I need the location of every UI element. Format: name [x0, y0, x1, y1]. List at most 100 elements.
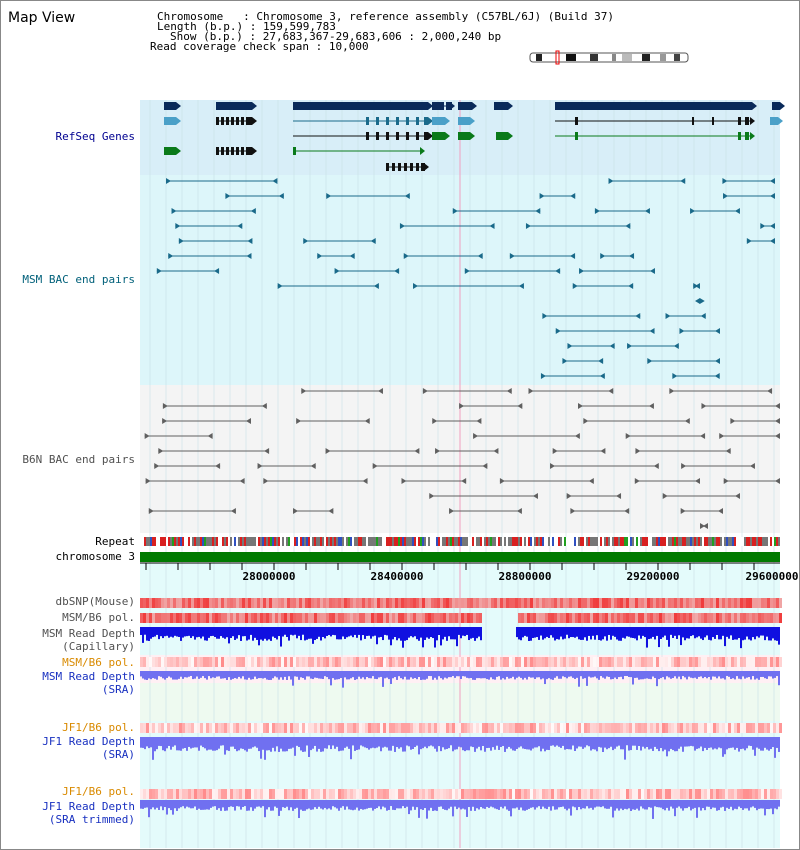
polymorphism-cell	[515, 657, 518, 667]
read-depth-bar	[674, 671, 676, 677]
read-depth-bar	[388, 737, 390, 751]
polymorphism-cell	[614, 613, 617, 623]
track-label-msm-bac[interactable]: MSM BAC end pairs	[22, 273, 135, 286]
read-depth-bar	[750, 800, 752, 808]
read-depth-bar	[456, 627, 458, 647]
read-depth-bar	[208, 800, 210, 810]
polymorphism-cell	[161, 657, 164, 667]
track-label-jf1-depth-trim[interactable]: JF1 Read Depth	[42, 800, 135, 813]
polymorphism-cell	[629, 723, 632, 733]
read-depth-bar	[178, 671, 180, 679]
read-depth-bar	[228, 800, 230, 808]
polymorphism-cell	[602, 613, 605, 623]
track-label-jf1-depth-sra[interactable]: JF1 Read Depth	[42, 735, 135, 748]
repeat-element	[710, 537, 712, 546]
msm-bac-pair-end	[647, 358, 653, 364]
polymorphism-cell	[650, 723, 653, 733]
read-depth-bar	[448, 800, 450, 809]
read-depth-bar	[326, 671, 328, 678]
repeat-element	[238, 537, 240, 546]
polymorphism-cell	[770, 723, 773, 733]
polymorphism-cell	[284, 723, 287, 733]
read-depth-bar	[602, 627, 604, 640]
read-depth-bar	[238, 627, 240, 636]
read-depth-bar	[490, 800, 492, 807]
track-label-msm-depth-sra[interactable]: MSM Read Depth	[42, 670, 135, 683]
read-depth-bar	[408, 800, 410, 815]
polymorphism-cell	[380, 657, 383, 667]
polymorphism-cell	[674, 723, 677, 733]
read-depth-bar	[302, 671, 304, 678]
track-label-chromosome[interactable]: chromosome 3	[55, 550, 135, 563]
polymorphism-cell	[356, 723, 359, 733]
polymorphism-cell	[710, 598, 713, 608]
read-depth-bar	[158, 627, 160, 640]
track-label-jf1-b6-pol-2[interactable]: JF1/B6 pol.	[62, 785, 135, 798]
polymorphism-cell	[281, 598, 284, 608]
polymorphism-cell	[353, 613, 356, 623]
polymorphism-cell	[296, 723, 299, 733]
polymorphism-cell	[149, 723, 152, 733]
track-label-msm-depth-cap[interactable]: MSM Read Depth	[42, 627, 135, 640]
polymorphism-cell	[734, 723, 737, 733]
read-depth-bar	[638, 671, 640, 680]
read-depth-bar	[326, 627, 328, 636]
read-depth-bar	[226, 627, 228, 638]
read-depth-bar	[322, 627, 324, 638]
polymorphism-cell	[434, 657, 437, 667]
read-depth-bar	[146, 627, 148, 641]
read-depth-bar	[554, 737, 556, 747]
read-depth-bar	[390, 800, 392, 807]
polymorphism-cell	[755, 789, 758, 799]
polymorphism-cell	[479, 789, 482, 799]
polymorphism-cell	[689, 789, 692, 799]
repeat-element	[406, 537, 408, 546]
repeat-element	[298, 537, 300, 546]
track-label-jf1-b6-pol-1[interactable]: JF1/B6 pol.	[62, 721, 135, 734]
track-label-msm-b6-pol-1[interactable]: MSM/B6 pol.	[62, 611, 135, 624]
polymorphism-cell	[632, 598, 635, 608]
read-depth-bar	[404, 671, 406, 677]
read-depth-bar	[468, 627, 470, 641]
read-depth-bar	[410, 737, 412, 750]
polymorphism-cell	[722, 598, 725, 608]
read-depth-bar	[464, 671, 466, 677]
gene-exon	[416, 132, 419, 140]
gene-strand-arrow	[778, 117, 783, 125]
track-label-refseq[interactable]: RefSeq Genes	[55, 130, 135, 143]
read-depth-bar	[578, 671, 580, 687]
repeat-element	[508, 537, 510, 546]
read-depth-bar	[744, 800, 746, 809]
read-depth-bar	[320, 737, 322, 752]
polymorphism-cell	[560, 598, 563, 608]
polymorphism-cell	[761, 598, 764, 608]
polymorphism-cell	[704, 598, 707, 608]
read-depth-bar	[258, 671, 260, 679]
read-depth-bar	[392, 671, 394, 679]
repeat-element	[638, 537, 640, 546]
track-label-msm-b6-pol-2[interactable]: MSM/B6 pol.	[62, 656, 135, 669]
read-depth-bar	[332, 671, 334, 679]
polymorphism-cell	[167, 613, 170, 623]
polymorphism-cell	[404, 598, 407, 608]
read-depth-bar	[640, 627, 642, 639]
track-label-b6n-bac[interactable]: B6N BAC end pairs	[22, 453, 135, 466]
polymorphism-cell	[161, 789, 164, 799]
read-depth-bar	[526, 800, 528, 810]
read-depth-bar	[520, 800, 522, 808]
repeat-element	[478, 537, 480, 546]
polymorphism-cell	[299, 598, 302, 608]
read-depth-bar	[248, 800, 250, 811]
read-depth-bar	[370, 671, 372, 679]
repeat-element	[722, 537, 724, 546]
repeat-element	[212, 537, 214, 546]
polymorphism-cell	[149, 613, 152, 623]
polymorphism-cell	[242, 613, 245, 623]
track-label-repeat[interactable]: Repeat	[95, 535, 135, 548]
track-label-dbsnp[interactable]: dbSNP(Mouse)	[55, 595, 135, 608]
read-depth-bar	[626, 627, 628, 637]
read-depth-bar	[458, 627, 460, 635]
polymorphism-cell	[398, 657, 401, 667]
read-depth-bar	[532, 671, 534, 678]
